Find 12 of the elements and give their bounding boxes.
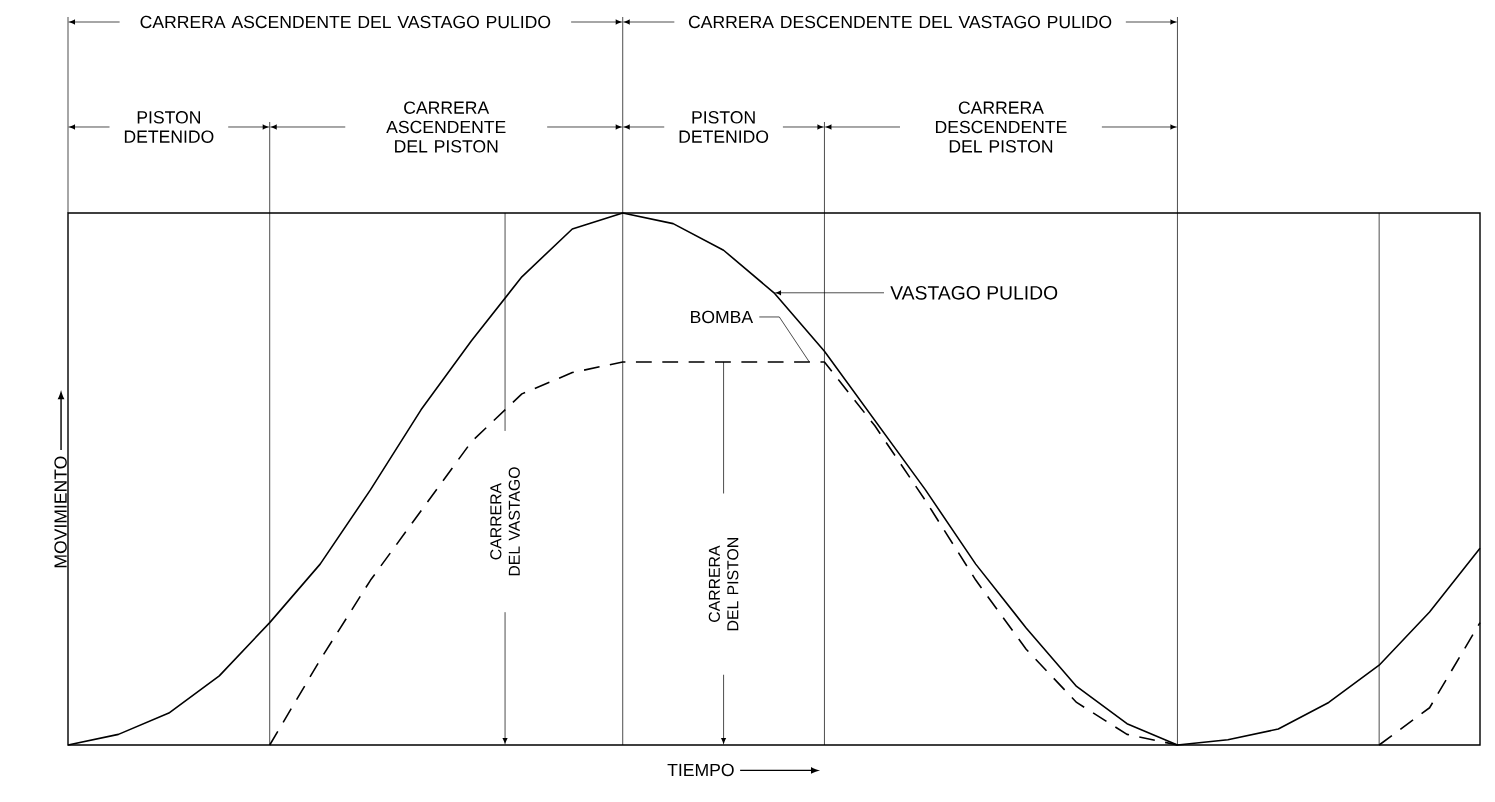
x-axis-title: TIEMPO bbox=[667, 763, 734, 777]
text: PISTON DETENIDO bbox=[679, 111, 769, 143]
annotation: CARRERA DEL VASTAGO bbox=[490, 467, 520, 576]
text: VASTAGO PULIDO bbox=[890, 285, 1058, 300]
annotation: CARRERA DEL PISTON bbox=[708, 538, 739, 631]
y-axis-title: MOVIMIENTO bbox=[54, 456, 67, 568]
text: CARRERA DESCENDENTE DEL PISTON bbox=[935, 101, 1067, 153]
text: BOMBA bbox=[691, 310, 754, 324]
text: CARRERA ASCENDENTE DEL PISTON bbox=[386, 101, 506, 153]
text: PISTON DETENIDO bbox=[124, 111, 214, 143]
text: CARRERA DESCENDENTE DEL VASTAGO PULIDO bbox=[688, 15, 1112, 29]
text: CARRERA ASCENDENTE DEL VASTAGO PULIDO bbox=[140, 15, 551, 29]
